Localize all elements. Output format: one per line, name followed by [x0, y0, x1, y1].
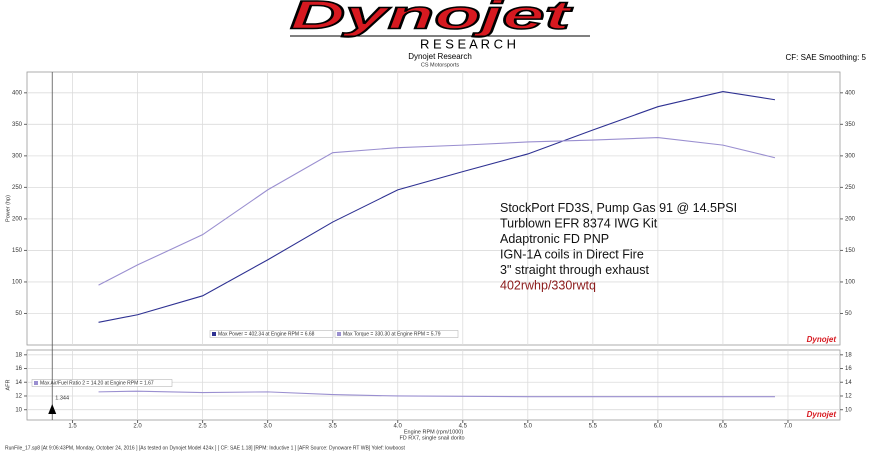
series-line — [98, 137, 776, 286]
y2-tick-label: 10 — [845, 407, 852, 413]
x-tick-label: 3.5 — [329, 424, 338, 430]
series-line — [98, 390, 775, 398]
legend-box — [209, 330, 334, 338]
series-line — [98, 90, 776, 323]
x-tick-label: 5.0 — [524, 424, 533, 430]
x-tick-label: 6.5 — [719, 424, 728, 430]
x-tick-label: 2.5 — [198, 424, 207, 430]
annotation: Turblown EFR 8374 IWG Kit — [500, 217, 658, 231]
y-tick-label: 350 — [12, 122, 23, 128]
corner-logo: Dynojet — [807, 410, 837, 419]
x-tick-label: 6.0 — [654, 424, 663, 430]
legend-swatch — [212, 332, 216, 336]
legend-box — [334, 330, 459, 338]
cursor-arrow — [48, 404, 57, 414]
y2-tick-label: 12 — [845, 394, 852, 400]
x-axis-label: Engine RPM (rpm/1000) — [404, 429, 463, 435]
y2-tick-label: 14 — [845, 380, 852, 386]
y2-tick-label: 16 — [845, 366, 852, 372]
annotation: Adaptronic FD PNP — [500, 232, 609, 246]
y-tick-label: 14 — [15, 380, 22, 386]
y2-tick-label: 300 — [845, 153, 856, 159]
y2-tick-label: 100 — [845, 280, 856, 286]
y-tick-label: 12 — [15, 394, 22, 400]
y-axis-label: AFR — [5, 379, 11, 390]
y-tick-label: 400 — [12, 90, 23, 96]
y2-tick-label: 350 — [845, 122, 856, 128]
y2-tick-label: 400 — [845, 90, 856, 96]
y2-tick-label: 200 — [845, 216, 856, 222]
y-tick-label: 300 — [12, 153, 23, 159]
settings: CF: SAE Smoothing: 5 — [786, 53, 867, 62]
annotation: 3" straight through exhaust — [500, 263, 650, 277]
x-tick-label: 4.5 — [459, 424, 468, 430]
x-tick-label: 3.0 — [263, 424, 272, 430]
annotation: IGN-1A coils in Direct Fire — [500, 248, 644, 262]
x-tick-label: 4.0 — [394, 424, 403, 430]
x-tick-label: 5.5 — [589, 424, 598, 430]
y-axis-label: Power (hp) — [5, 195, 11, 222]
y-tick-label: 150 — [12, 248, 23, 254]
y-tick-label: 10 — [15, 407, 22, 413]
legend-entry: Max Torque = 330.30 at Engine RPM = 5.79 — [343, 331, 441, 337]
corner-logo: Dynojet — [807, 335, 837, 344]
y-tick-label: 100 — [12, 280, 23, 286]
y-tick-label: 18 — [15, 352, 22, 358]
cursor-label: 1.344 — [55, 395, 69, 401]
legend-swatch — [34, 381, 38, 385]
annotation: StockPort FD3S, Pump Gas 91 @ 14.5PSI — [500, 201, 737, 215]
chart-title: Dynojet Research — [408, 52, 472, 61]
x-tick-label: 2.0 — [133, 424, 142, 430]
logo-subtitle: R E S E A R C H — [420, 36, 516, 51]
legend-entry: Max Air/Fuel Ratio 2 = 14.20 at Engine R… — [40, 380, 154, 386]
y2-tick-label: 18 — [845, 352, 852, 358]
y2-tick-label: 150 — [845, 248, 856, 254]
legend-box — [31, 379, 173, 387]
legend-swatch — [337, 332, 341, 336]
y-tick-label: 250 — [12, 185, 23, 191]
legend-entry: Max Power = 402.34 at Engine RPM = 6.68 — [218, 331, 315, 337]
logo: Dynojet — [290, 0, 573, 38]
plot-area — [26, 71, 841, 346]
chart-subtitle: CS Motorsports — [421, 62, 459, 68]
y-tick-label: 200 — [12, 216, 23, 222]
axis-note: FD RX7, single snail dorito — [399, 435, 464, 441]
x-tick-label: 7.0 — [784, 424, 793, 430]
x-tick-label: 1.5 — [68, 424, 77, 430]
y2-tick-label: 50 — [845, 311, 852, 317]
annotation: 402rwhp/330rwtq — [500, 279, 596, 293]
run-info: RunFile_17.sp8 [At 9:06:43PM, Monday, Oc… — [5, 445, 406, 451]
y2-tick-label: 250 — [845, 185, 856, 191]
y-tick-label: 50 — [15, 311, 22, 317]
y-tick-label: 16 — [15, 366, 22, 372]
